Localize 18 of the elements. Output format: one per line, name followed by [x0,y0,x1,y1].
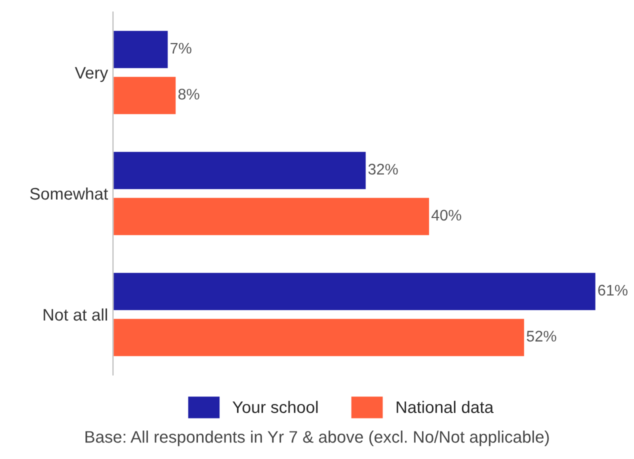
legend-label: National data [396,400,494,414]
bar [113,196,430,237]
data-label: 32% [368,164,398,175]
y-tick-label: Somewhat [30,187,108,200]
data-label: 40% [431,210,462,221]
bar [113,317,526,358]
data-label: 7% [170,42,192,54]
bar [113,29,170,70]
legend-label: Your school [232,400,318,414]
data-label: 61% [598,284,628,296]
data-label: 8% [178,88,200,100]
text: Base: All respondents in Yr 7 & above (excl. No/Not applicable) [86,430,549,446]
bar [113,150,368,191]
y-tick-label: Very [74,67,108,82]
bar [113,75,178,116]
data-label: 52% [526,330,556,342]
bar [113,271,597,312]
y-tick-label: Not at all [44,308,108,321]
